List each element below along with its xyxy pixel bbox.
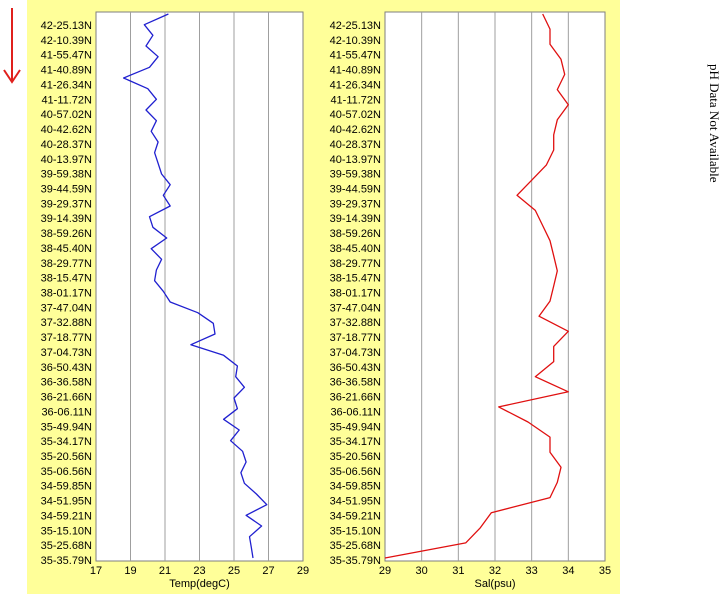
temp-y-tick-label: 38-45.40N — [41, 243, 92, 255]
sal-y-tick-label: 37-04.73N — [330, 347, 381, 359]
sal-x-tick-label: 35 — [599, 565, 611, 577]
sal-y-tick-label: 34-51.95N — [330, 496, 381, 508]
sal-y-tick-label: 36-50.43N — [330, 362, 381, 374]
temp-y-tick-label: 35-06.56N — [41, 466, 92, 478]
temp-y-tick-label: 35-25.68N — [41, 540, 92, 552]
sal-y-tick-label: 34-59.21N — [330, 510, 381, 522]
temp-x-tick-label: 21 — [159, 565, 171, 577]
sal-y-tick-label: 39-14.39N — [330, 213, 381, 225]
sal-y-tick-label: 36-06.11N — [330, 406, 381, 418]
temp-y-tick-label: 38-29.77N — [41, 258, 92, 270]
temp-y-tick-label: 35-35.79N — [41, 555, 92, 567]
sal-y-tick-label: 39-44.59N — [330, 183, 381, 195]
temp-y-tick-label: 41-40.89N — [41, 65, 92, 77]
temp-y-tick-label: 36-06.11N — [41, 406, 92, 418]
sal-y-tick-label: 40-42.62N — [330, 124, 381, 136]
temp-y-tick-label: 34-59.85N — [41, 481, 92, 493]
sal-y-tick-label: 37-18.77N — [330, 332, 381, 344]
sal-y-tick-label: 42-25.13N — [330, 20, 381, 32]
sal-y-tick-label: 38-15.47N — [330, 273, 381, 285]
temp-x-tick-label: 19 — [124, 565, 136, 577]
sal-y-tick-label: 40-28.37N — [330, 139, 381, 151]
temp-y-tick-label: 39-59.38N — [41, 169, 92, 181]
ph-unavailable-note: pH Data Not Available — [707, 64, 722, 183]
sal-y-tick-label: 38-59.26N — [330, 228, 381, 240]
sal-x-tick-label: 34 — [562, 565, 574, 577]
temp-x-tick-label: 23 — [193, 565, 205, 577]
temp-y-tick-label: 35-20.56N — [41, 451, 92, 463]
temp-x-tick-label: 25 — [228, 565, 240, 577]
sal-series-line — [384, 13, 569, 559]
temp-y-tick-label: 41-26.34N — [41, 79, 92, 91]
sal-y-tick-label: 40-13.97N — [330, 154, 381, 166]
sal-y-tick-label: 35-25.68N — [330, 540, 381, 552]
sal-y-tick-label: 37-47.04N — [330, 302, 381, 314]
temp-y-tick-label: 36-21.66N — [41, 392, 92, 404]
temp-y-tick-label: 36-36.58N — [41, 377, 92, 389]
temp-series-line — [122, 13, 268, 559]
temp-x-tick-label: 27 — [262, 565, 274, 577]
sal-y-tick-label: 36-21.66N — [330, 392, 381, 404]
sal-y-tick-label: 41-11.72N — [330, 94, 381, 106]
sal-y-tick-label: 42-10.39N — [330, 35, 381, 47]
sal-x-axis-label: Sal(psu) — [475, 578, 516, 590]
sal-y-tick-label: 40-57.02N — [330, 109, 381, 121]
sal-x-tick-label: 31 — [452, 565, 464, 577]
temp-y-tick-label: 39-14.39N — [41, 213, 92, 225]
sal-y-tick-label: 38-29.77N — [330, 258, 381, 270]
sal-y-tick-label: 38-45.40N — [330, 243, 381, 255]
temp-x-tick-label: 29 — [297, 565, 309, 577]
temp-x-tick-label: 17 — [90, 565, 102, 577]
sal-y-tick-label: 41-55.47N — [330, 50, 381, 62]
temp-y-tick-label: 35-34.17N — [41, 436, 92, 448]
temp-y-tick-label: 37-18.77N — [41, 332, 92, 344]
sal-y-tick-label: 39-59.38N — [330, 169, 381, 181]
temp-y-tick-label: 40-42.62N — [41, 124, 92, 136]
temp-y-tick-label: 42-10.39N — [41, 35, 92, 47]
temp-y-tick-label: 37-04.73N — [41, 347, 92, 359]
temp-y-tick-label: 41-55.47N — [41, 50, 92, 62]
temp-y-tick-label: 38-59.26N — [41, 228, 92, 240]
temp-y-tick-label: 37-47.04N — [41, 302, 92, 314]
sal-y-tick-label: 35-15.10N — [330, 525, 381, 537]
sal-y-tick-label: 36-36.58N — [330, 377, 381, 389]
sal-y-tick-label: 35-35.79N — [330, 555, 381, 567]
sal-y-tick-label: 41-26.34N — [330, 79, 381, 91]
temp-y-tick-label: 35-49.94N — [41, 421, 92, 433]
temp-y-tick-label: 42-25.13N — [41, 20, 92, 32]
temp-y-tick-label: 40-57.02N — [41, 109, 92, 121]
sal-y-tick-label: 35-49.94N — [330, 421, 381, 433]
sal-y-tick-label: 34-59.85N — [330, 481, 381, 493]
temp-y-tick-label: 37-32.88N — [41, 317, 92, 329]
temp-y-tick-label: 36-50.43N — [41, 362, 92, 374]
temp-y-tick-label: 34-51.95N — [41, 496, 92, 508]
sal-y-tick-label: 41-40.89N — [330, 65, 381, 77]
sal-x-tick-label: 33 — [526, 565, 538, 577]
down-arrow-icon — [3, 8, 21, 84]
sal-y-tick-label: 35-34.17N — [330, 436, 381, 448]
sal-y-tick-label: 38-01.17N — [330, 288, 381, 300]
sal-y-tick-label: 35-06.56N — [330, 466, 381, 478]
temp-y-tick-label: 39-44.59N — [41, 183, 92, 195]
temp-y-tick-label: 38-01.17N — [41, 288, 92, 300]
sal-x-tick-label: 29 — [379, 565, 391, 577]
sal-y-tick-label: 35-20.56N — [330, 451, 381, 463]
temp-y-tick-label: 34-59.21N — [41, 510, 92, 522]
sal-y-tick-label: 37-32.88N — [330, 317, 381, 329]
temp-y-tick-label: 40-28.37N — [41, 139, 92, 151]
temp-y-tick-label: 38-15.47N — [41, 273, 92, 285]
temp-y-tick-label: 39-29.37N — [41, 198, 92, 210]
sal-y-tick-label: 39-29.37N — [330, 198, 381, 210]
sal-x-tick-label: 32 — [489, 565, 501, 577]
temp-y-tick-label: 35-15.10N — [41, 525, 92, 537]
temp-y-tick-label: 41-11.72N — [41, 94, 92, 106]
sal-x-tick-label: 30 — [416, 565, 428, 577]
temp-x-axis-label: Temp(degC) — [169, 578, 230, 590]
temp-y-tick-label: 40-13.97N — [41, 154, 92, 166]
